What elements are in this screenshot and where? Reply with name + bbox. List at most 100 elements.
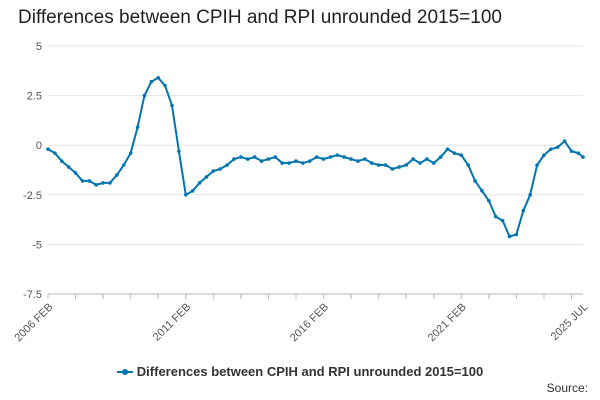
y-tick-label: 0: [36, 140, 42, 152]
data-point[interactable]: [376, 163, 381, 167]
data-point[interactable]: [197, 181, 202, 185]
data-point[interactable]: [156, 75, 161, 80]
data-point[interactable]: [418, 161, 422, 165]
data-point[interactable]: [356, 159, 360, 163]
data-point[interactable]: [321, 157, 326, 161]
x-tick-label: 2006 FEB: [12, 301, 55, 344]
y-tick-label: 5: [36, 41, 42, 53]
data-point[interactable]: [383, 163, 388, 167]
y-axis: 5 2.5 0 -2.5 -5 -7.5: [23, 41, 42, 301]
data-point[interactable]: [259, 159, 264, 163]
data-point[interactable]: [87, 179, 92, 183]
data-point[interactable]: [521, 208, 526, 213]
data-point[interactable]: [349, 157, 353, 161]
data-point[interactable]: [335, 153, 340, 157]
data-point[interactable]: [390, 167, 395, 171]
data-point[interactable]: [493, 214, 498, 219]
data-point[interactable]: [581, 155, 585, 159]
y-tick-label: -7.5: [23, 289, 42, 301]
data-point[interactable]: [53, 151, 57, 155]
data-point[interactable]: [514, 232, 519, 237]
data-point[interactable]: [218, 167, 223, 171]
y-tick-label: -2.5: [23, 190, 42, 202]
data-point[interactable]: [328, 155, 333, 159]
data-point[interactable]: [280, 161, 285, 165]
data-point[interactable]: [438, 155, 443, 159]
source-label: Source:: [546, 381, 588, 395]
data-point[interactable]: [232, 157, 236, 161]
legend-marker-icon: [116, 367, 133, 377]
data-point[interactable]: [142, 93, 147, 98]
data-point[interactable]: [273, 155, 278, 159]
x-tick-label: 2016 FEB: [288, 301, 331, 344]
data-point[interactable]: [473, 179, 477, 183]
data-point[interactable]: [459, 153, 464, 157]
data-point[interactable]: [177, 149, 181, 153]
data-point[interactable]: [480, 189, 484, 193]
data-point[interactable]: [431, 161, 436, 165]
x-tick-label: 2011 FEB: [151, 301, 194, 344]
data-point[interactable]: [466, 163, 470, 167]
legend-item[interactable]: Differences between CPIH and RPI unround…: [116, 364, 484, 379]
data-point[interactable]: [562, 139, 567, 144]
legend-label: Differences between CPIH and RPI unround…: [136, 364, 484, 379]
grid-lines: [48, 45, 583, 295]
data-point[interactable]: [170, 103, 174, 108]
data-point[interactable]: [576, 151, 581, 155]
data-point[interactable]: [135, 125, 140, 130]
data-point[interactable]: [363, 157, 367, 161]
data-point[interactable]: [411, 157, 415, 161]
data-point[interactable]: [163, 83, 167, 88]
data-point[interactable]: [404, 163, 409, 167]
data-point[interactable]: [128, 151, 133, 155]
data-point[interactable]: [535, 163, 539, 167]
data-point[interactable]: [115, 173, 119, 177]
data-point[interactable]: [59, 159, 64, 163]
data-point[interactable]: [266, 157, 271, 161]
data-point[interactable]: [121, 163, 126, 167]
data-point[interactable]: [314, 155, 319, 159]
chart-title: Differences between CPIH and RPI unround…: [18, 7, 502, 28]
data-point[interactable]: [204, 175, 209, 179]
data-point[interactable]: [190, 189, 195, 193]
data-point[interactable]: [445, 147, 450, 151]
data-point[interactable]: [108, 181, 112, 185]
data-point[interactable]: [369, 161, 374, 165]
x-tick-label: 2021 FEB: [426, 301, 469, 344]
data-point[interactable]: [211, 169, 216, 173]
data-point[interactable]: [342, 155, 347, 159]
data-point[interactable]: [183, 193, 188, 197]
data-point[interactable]: [94, 183, 99, 187]
data-point[interactable]: [239, 155, 243, 159]
data-point[interactable]: [66, 165, 71, 169]
legend: Differences between CPIH and RPI unround…: [0, 364, 600, 380]
data-point[interactable]: [73, 171, 78, 175]
data-point[interactable]: [80, 179, 85, 183]
data-point[interactable]: [149, 79, 154, 84]
data-point[interactable]: [287, 161, 291, 165]
data-point[interactable]: [452, 151, 457, 155]
data-point[interactable]: [397, 165, 402, 169]
data-point[interactable]: [555, 145, 560, 149]
data-point[interactable]: [294, 159, 298, 163]
data-point[interactable]: [500, 218, 505, 223]
y-tick-label: 2.5: [27, 91, 42, 103]
x-axis: 2006 FEB 2011 FEB 2016 FEB 2021 FEB 2025 JUL: [12, 293, 591, 344]
data-point[interactable]: [528, 193, 532, 197]
series-layer: [46, 75, 585, 239]
data-point[interactable]: [549, 147, 553, 151]
data-point[interactable]: [487, 198, 491, 203]
data-point[interactable]: [507, 234, 512, 239]
data-point[interactable]: [569, 149, 574, 153]
data-point[interactable]: [46, 147, 50, 151]
y-tick-label: -5: [32, 239, 42, 251]
data-point[interactable]: [245, 157, 250, 161]
data-point[interactable]: [542, 153, 546, 157]
data-point[interactable]: [101, 181, 105, 185]
data-point[interactable]: [252, 155, 257, 159]
data-point[interactable]: [301, 161, 305, 165]
data-point[interactable]: [225, 163, 229, 167]
data-point[interactable]: [307, 159, 312, 163]
data-point[interactable]: [425, 157, 429, 161]
